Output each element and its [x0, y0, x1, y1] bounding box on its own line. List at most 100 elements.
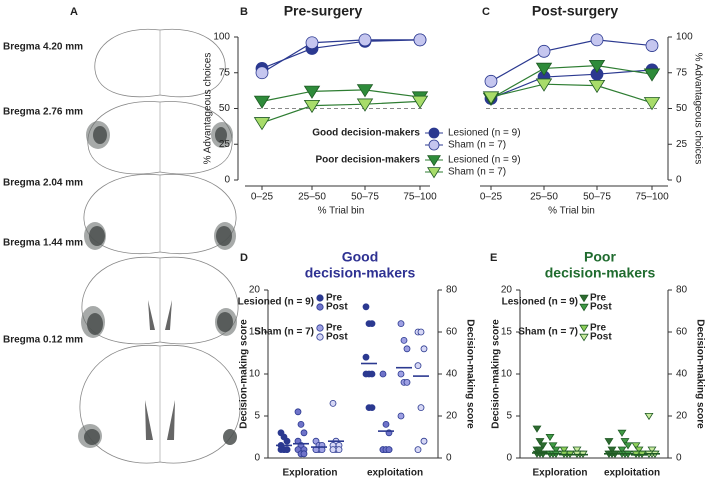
y-axis-label: Decision-making score [239, 319, 250, 429]
data-point [643, 68, 661, 82]
y-tick-label: 25 [219, 139, 231, 150]
data-point [620, 438, 630, 446]
data-point [411, 95, 429, 109]
data-point [362, 303, 370, 311]
legend-marker [316, 324, 324, 332]
y-tick-label: 25 [676, 139, 688, 150]
data-point [403, 345, 411, 353]
x-tick-label: 25–50 [298, 192, 326, 203]
x-tick-label: 50–75 [583, 192, 611, 203]
legend-marker [427, 167, 441, 179]
panel-label: E [490, 252, 497, 264]
legend-marker [428, 127, 440, 139]
data-point [535, 446, 545, 454]
data-point [535, 438, 545, 446]
series-line [261, 39, 420, 74]
data-point [548, 442, 558, 450]
y2-tick-label: 80 [676, 285, 688, 296]
data-point [368, 404, 376, 412]
legend-label: Pre [590, 293, 607, 304]
series-line [261, 89, 421, 102]
data-point [417, 328, 425, 336]
section-label: Bregma 2.76 mm [3, 107, 83, 118]
legend-marker [427, 155, 441, 167]
y2-axis-label: Decision-making score [464, 319, 475, 429]
data-point [414, 362, 422, 370]
legend-label: Sham (n = 7) [448, 167, 506, 178]
data-point [385, 446, 393, 454]
y-tick-label: 0 [254, 453, 260, 464]
data-point [631, 442, 641, 450]
y-tick-label: 20 [249, 285, 261, 296]
data-point [362, 353, 370, 361]
data-point [482, 91, 500, 105]
y-tick-label: 50 [219, 103, 231, 114]
data-point [300, 429, 308, 437]
data-point [397, 370, 405, 378]
data-point [255, 66, 269, 80]
legend-group: Lesioned (n = 9) [502, 297, 578, 308]
legend-label: Pre [326, 293, 343, 304]
legend-label: Pre [590, 323, 607, 334]
y-tick-label: 0 [676, 175, 682, 186]
legend-marker [316, 294, 324, 302]
legend-marker [316, 303, 324, 311]
x-tick-label: 0–25 [480, 192, 503, 203]
data-point [253, 117, 271, 131]
data-point [397, 412, 405, 420]
legend-marker [579, 303, 589, 312]
data-point [484, 74, 498, 88]
data-point [420, 437, 428, 445]
legend-group: Sham (n = 7) [254, 327, 314, 338]
data-point [617, 429, 627, 437]
y-tick-label: 15 [249, 327, 261, 338]
data-point [634, 446, 644, 454]
data-point [532, 425, 542, 433]
y2-tick-label: 0 [676, 453, 682, 464]
y-axis-label: Decision-making score [491, 319, 502, 429]
legend-label: Post [326, 302, 348, 313]
section-label: Bregma 1.44 mm [3, 238, 83, 249]
legend-marker [428, 139, 440, 151]
section-label: Bregma 4.20 mm [3, 42, 83, 53]
data-point [617, 446, 627, 454]
data-point [417, 404, 425, 412]
legend-label: Pre [326, 323, 343, 334]
y-tick-label: 75 [676, 67, 688, 78]
data-point [559, 446, 569, 454]
data-point [413, 33, 427, 47]
legend-label: Lesioned (n = 9) [448, 128, 521, 139]
x-tick-label: exploitation [367, 468, 423, 479]
y-tick-label: 100 [213, 32, 230, 43]
data-point [335, 446, 343, 454]
y2-tick-label: 20 [676, 411, 688, 422]
x-tick-label: 75–100 [635, 192, 669, 203]
legend-label: Post [590, 302, 612, 313]
series-line [490, 39, 653, 82]
data-point [305, 36, 319, 50]
legend-group: Lesioned (n = 9) [238, 297, 314, 308]
x-tick-label: 50–75 [351, 192, 379, 203]
data-point [297, 420, 305, 428]
section-5 [78, 344, 241, 464]
data-point [358, 33, 372, 47]
data-point [379, 370, 387, 378]
data-point [356, 98, 374, 112]
data-point [535, 62, 553, 76]
series-line [261, 39, 421, 70]
y-tick-label: 5 [254, 411, 260, 422]
section-label: Bregma 2.04 mm [3, 178, 83, 189]
x-tick-label: Exploration [532, 468, 587, 479]
y-axis-label: % Advantageous choices [203, 53, 214, 165]
legend-group: Good decision-makers [312, 128, 420, 139]
data-point [283, 446, 291, 454]
data-point [623, 442, 633, 450]
y2-tick-label: 80 [446, 285, 458, 296]
data-point [545, 433, 555, 442]
panel-label: A [70, 6, 78, 18]
data-point [329, 399, 337, 407]
y-tick-label: 10 [501, 369, 513, 380]
panel-label: B [240, 6, 248, 18]
legend-label: Post [590, 332, 612, 343]
data-point [535, 78, 553, 92]
